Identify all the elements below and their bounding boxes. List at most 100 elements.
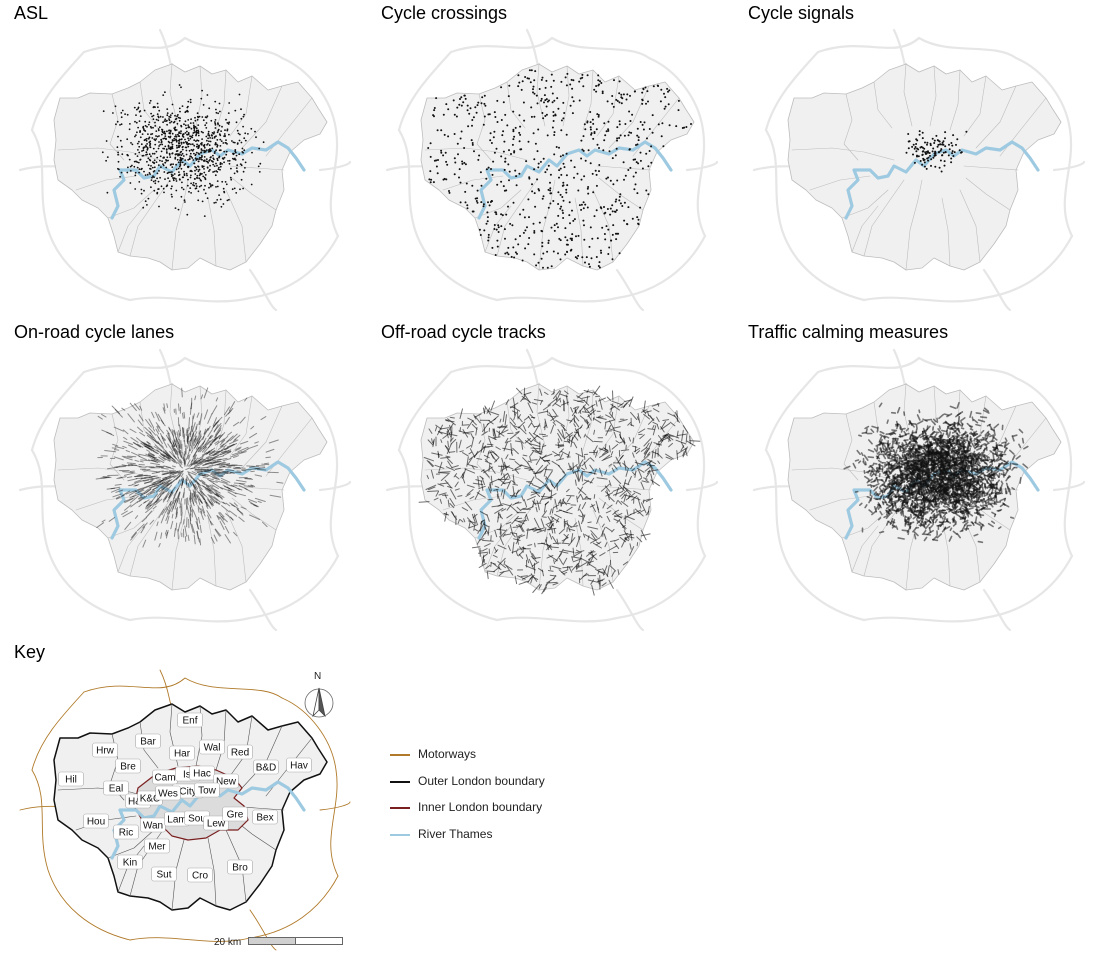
panel-title-cycle-crossings: Cycle crossings xyxy=(381,3,508,23)
borough-boundary xyxy=(506,81,526,129)
borough-label: B&D xyxy=(253,759,279,775)
motorway-line xyxy=(816,36,1018,60)
motorway-line xyxy=(82,356,284,380)
borough-boundary xyxy=(424,147,528,161)
borough-boundary xyxy=(592,189,614,263)
borough-boundary xyxy=(241,85,283,149)
borough-label: Hou xyxy=(83,813,109,829)
borough-label: Bex xyxy=(252,809,278,825)
borough-boundary xyxy=(107,189,155,219)
borough-boundary xyxy=(207,837,217,907)
panel-title-key: Key xyxy=(14,642,46,662)
map-off-road-cycle-tracks xyxy=(385,348,719,632)
borough-label-text: B&D xyxy=(256,763,277,774)
north-arrow-label: N xyxy=(314,671,322,682)
panel-title-on-road-cycle-lanes: On-road cycle lanes xyxy=(14,322,175,342)
motorway-line xyxy=(862,554,1074,623)
borough-label: Hrw xyxy=(92,742,118,758)
motorway-line xyxy=(862,234,1074,303)
motorway-line xyxy=(397,50,453,132)
motorway-line xyxy=(647,56,707,238)
motorway-line xyxy=(31,691,85,771)
motorway-line xyxy=(495,554,707,623)
motorway-line xyxy=(764,448,866,622)
borough-label: Bre xyxy=(115,758,141,774)
motorway-line xyxy=(397,370,453,452)
borough-label: Enf xyxy=(177,712,203,728)
borough-label-text: New xyxy=(216,777,237,788)
legend-swatch xyxy=(390,833,410,836)
borough-boundary xyxy=(171,499,189,591)
motorway-line xyxy=(30,128,132,302)
legend-swatch xyxy=(390,807,410,809)
feature-points xyxy=(427,69,692,269)
borough-boundary xyxy=(169,63,179,127)
borough-label-text: Hrw xyxy=(96,746,115,757)
borough-boundary xyxy=(117,525,145,573)
borough-label-text: Eal xyxy=(109,784,123,795)
motorway-line xyxy=(397,128,499,302)
north-arrow-icon xyxy=(304,687,334,718)
motorway-line xyxy=(1052,480,1086,492)
map-cycle-signals xyxy=(752,28,1086,312)
feature-points xyxy=(905,130,968,173)
borough-boundary xyxy=(476,93,492,161)
borough-label: Ric xyxy=(113,824,139,840)
borough-boundary xyxy=(574,197,584,267)
motorway-line xyxy=(764,128,866,302)
borough-label-text: Wal xyxy=(204,743,221,754)
borough-boundary xyxy=(965,177,1011,211)
borough-boundary xyxy=(229,75,253,137)
borough-boundary xyxy=(582,389,594,451)
borough-label: Lew xyxy=(203,815,229,831)
panel-title-asl: ASL xyxy=(14,3,49,23)
borough-boundary xyxy=(57,147,161,161)
borough-boundary xyxy=(231,177,277,211)
borough-boundary xyxy=(963,165,1019,171)
borough-boundary xyxy=(574,517,584,587)
borough-boundary xyxy=(169,383,179,447)
borough-label: Red xyxy=(227,744,253,760)
motorway-line xyxy=(30,370,86,452)
motorway-line xyxy=(615,268,645,312)
borough-boundary xyxy=(863,179,905,257)
motorway-line xyxy=(280,56,340,238)
borough-label: Cam xyxy=(152,769,178,785)
motorway-line xyxy=(318,480,352,492)
borough-boundary xyxy=(851,525,879,573)
borough-boundary xyxy=(231,497,277,531)
motorway-line xyxy=(685,480,719,492)
motorway-line xyxy=(982,268,1012,312)
borough-label-text: Hil xyxy=(65,775,77,786)
borough-boundary xyxy=(841,509,889,539)
borough-boundary xyxy=(139,721,159,769)
borough-label: New xyxy=(213,773,239,789)
motorway-line xyxy=(397,448,499,622)
borough-boundary xyxy=(903,63,913,127)
motorway-line xyxy=(449,36,651,60)
borough-label-text: Isl xyxy=(183,770,193,781)
borough-boundary xyxy=(598,177,644,211)
motorway-line xyxy=(82,36,284,60)
borough-label-text: Har xyxy=(174,749,191,760)
borough-boundary xyxy=(109,413,125,481)
motorway-line xyxy=(1052,160,1086,172)
borough-label: Eal xyxy=(103,780,129,796)
borough-boundary xyxy=(562,385,570,447)
motorway-line xyxy=(647,376,707,558)
borough-label-text: Sut xyxy=(156,870,171,881)
panel-title-off-road-cycle-tracks: Off-road cycle tracks xyxy=(381,322,546,342)
borough-boundary xyxy=(949,69,961,131)
legend-label: Motorways xyxy=(418,747,477,761)
borough-boundary xyxy=(536,63,546,127)
borough-boundary xyxy=(75,175,137,191)
borough-label-text: Wes xyxy=(158,789,178,800)
legend-swatch xyxy=(390,780,410,783)
borough-label-text: Bro xyxy=(232,863,248,874)
borough-boundary xyxy=(75,495,137,511)
borough-label: Tow xyxy=(194,782,220,798)
legend-label: River Thames xyxy=(418,826,493,841)
borough-label-text: Kin xyxy=(123,858,137,869)
borough-label-text: Bar xyxy=(140,737,156,748)
scale-label: 20 km xyxy=(214,937,242,948)
